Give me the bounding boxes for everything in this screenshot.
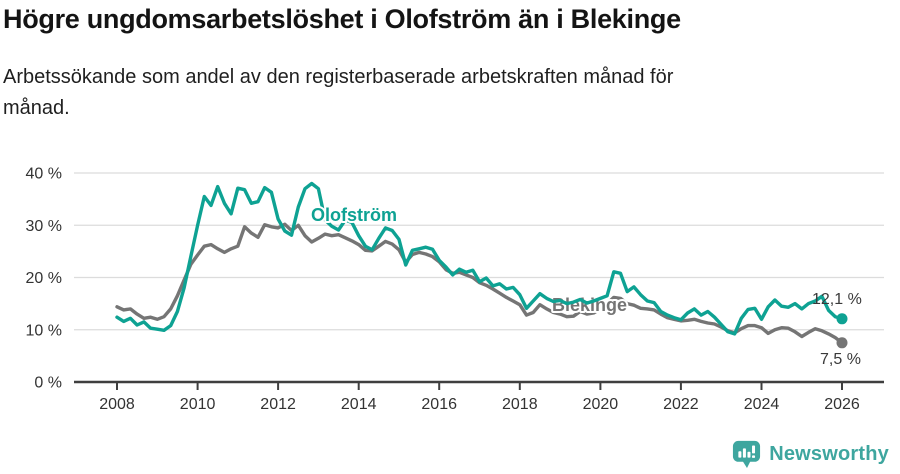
y-tick-label-10: 10 %: [26, 322, 62, 339]
x-tick-label-2008: 2008: [99, 396, 135, 413]
x-tick-label-2014: 2014: [341, 396, 377, 413]
newsworthy-logo: Newsworthy: [731, 439, 889, 469]
series-label-blekinge: Blekinge: [552, 295, 627, 315]
series-line-blekinge: [115, 222, 844, 345]
series-end-dot-olofstrom: [836, 313, 848, 325]
end-value-label-olofstrom: 12,1 %: [812, 291, 862, 308]
x-tick-label-2024: 2024: [744, 396, 780, 413]
series-line-olofstrom: [115, 181, 844, 336]
series-end-dot-blekinge: [836, 337, 848, 349]
end-value-label-blekinge: 7,5 %: [820, 351, 861, 368]
newsworthy-bubble-chart-icon: [733, 440, 761, 469]
x-tick-label-2020: 2020: [583, 396, 619, 413]
x-tick-label-2022: 2022: [663, 396, 699, 413]
y-tick-label-20: 20 %: [26, 270, 62, 287]
y-tick-label-0: 0 %: [34, 375, 62, 392]
x-tick-label-2010: 2010: [180, 396, 216, 413]
y-tick-label-40: 40 %: [26, 166, 62, 183]
chart-subtitle: Arbetssökande som andel av den registerb…: [3, 62, 673, 124]
newsworthy-wordmark: Newsworthy: [769, 442, 889, 465]
subtitle-line-2: månad.: [3, 97, 70, 119]
x-tick-label-2016: 2016: [421, 396, 457, 413]
y-tick-label-30: 30 %: [26, 218, 62, 235]
x-tick-label-2018: 2018: [502, 396, 538, 413]
x-tick-label-2012: 2012: [260, 396, 296, 413]
x-tick-label-2026: 2026: [824, 396, 860, 413]
subtitle-line-1: Arbetssökande som andel av den registerb…: [3, 66, 674, 88]
series-label-olofstrom: Olofström: [311, 205, 397, 225]
page-title: Högre ungdomsarbetslöshet i Olofström än…: [3, 4, 681, 34]
